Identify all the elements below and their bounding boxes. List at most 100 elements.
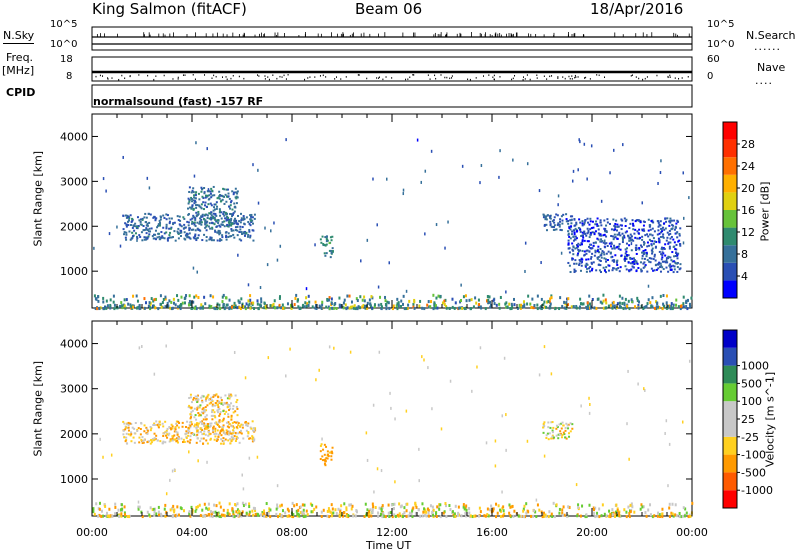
data-cell [269, 304, 272, 308]
data-cell [562, 213, 565, 216]
data-cell [146, 429, 149, 432]
data-cell [543, 223, 546, 226]
data-cell [585, 513, 588, 517]
data-cell [577, 226, 580, 229]
power-colorbar-tick-label: 28 [741, 138, 755, 151]
data-cell [663, 247, 666, 250]
data-cell [173, 508, 176, 512]
data-cell [361, 305, 364, 309]
data-cell [212, 209, 215, 212]
data-cell [114, 512, 117, 516]
data-cell [479, 346, 482, 350]
data-cell [216, 302, 219, 306]
data-cell [228, 404, 231, 407]
data-cell [319, 444, 322, 447]
data-cell [670, 219, 673, 222]
data-cell [229, 442, 232, 445]
data-cell [682, 305, 685, 309]
data-cell [225, 236, 228, 239]
data-cell [613, 246, 616, 249]
data-cell [216, 411, 219, 414]
data-cell [148, 513, 151, 517]
data-cell [471, 389, 473, 393]
data-cell [108, 507, 111, 511]
data-cell [284, 511, 287, 515]
data-cell [226, 303, 229, 307]
data-cell [454, 504, 457, 508]
data-cell [600, 234, 603, 237]
data-cell [216, 399, 219, 402]
data-cell [125, 442, 128, 445]
data-cell [223, 412, 226, 415]
data-cell [642, 228, 645, 231]
nave-dot [598, 74, 600, 77]
nave-dot [276, 77, 278, 80]
data-cell [170, 226, 173, 229]
data-cell [222, 430, 225, 433]
data-cell [171, 306, 174, 310]
data-cell [166, 301, 169, 305]
data-cell [676, 231, 679, 234]
data-cell [226, 406, 229, 409]
data-cell [405, 409, 408, 413]
nave-dot [526, 74, 528, 76]
data-cell [207, 430, 210, 433]
data-cell [131, 235, 134, 238]
data-cell [576, 244, 579, 247]
data-cell [299, 306, 302, 310]
data-cell [228, 220, 231, 223]
data-cell [594, 251, 597, 254]
data-cell [250, 214, 253, 217]
data-cell [264, 304, 267, 308]
data-cell [326, 454, 329, 457]
data-cell [176, 433, 179, 436]
data-cell [650, 304, 653, 308]
data-cell [189, 514, 192, 518]
data-cell [536, 303, 539, 307]
data-cell [207, 429, 210, 432]
data-cell [214, 229, 217, 232]
power-colorbar-swatch [723, 157, 737, 175]
data-cell [616, 245, 619, 248]
nave-dot [163, 74, 165, 77]
data-cell [583, 221, 586, 224]
data-cell [220, 401, 223, 404]
data-cell [205, 195, 208, 198]
nave-dot [511, 78, 513, 81]
data-cell [657, 181, 659, 185]
data-cell [195, 441, 198, 444]
data-cell [610, 241, 613, 244]
data-cell [211, 403, 214, 406]
data-cell [526, 162, 529, 166]
data-cell [236, 196, 239, 199]
data-cell [188, 299, 191, 303]
data-cell [208, 238, 211, 241]
data-cell [551, 431, 554, 434]
data-cell [326, 297, 329, 301]
data-cell [648, 257, 651, 260]
data-cell [561, 304, 564, 308]
data-cell [280, 514, 283, 518]
data-cell [328, 242, 331, 245]
data-cell [647, 229, 650, 232]
data-cell [565, 422, 568, 425]
data-cell [305, 287, 308, 291]
data-cell [185, 232, 188, 235]
data-cell [176, 294, 179, 298]
data-cell [542, 431, 545, 434]
data-cell [510, 307, 513, 311]
data-cell [226, 433, 229, 436]
data-cell [505, 448, 507, 452]
data-cell [432, 293, 435, 297]
data-cell [96, 307, 99, 311]
data-cell [204, 415, 207, 418]
data-cell [571, 215, 574, 218]
nave-dot [674, 77, 676, 79]
data-cell [209, 192, 212, 195]
data-cell [226, 212, 229, 215]
data-cell [662, 302, 665, 306]
data-cell [148, 301, 151, 305]
data-cell [382, 512, 385, 516]
data-cell [211, 216, 214, 219]
data-cell [348, 503, 351, 507]
